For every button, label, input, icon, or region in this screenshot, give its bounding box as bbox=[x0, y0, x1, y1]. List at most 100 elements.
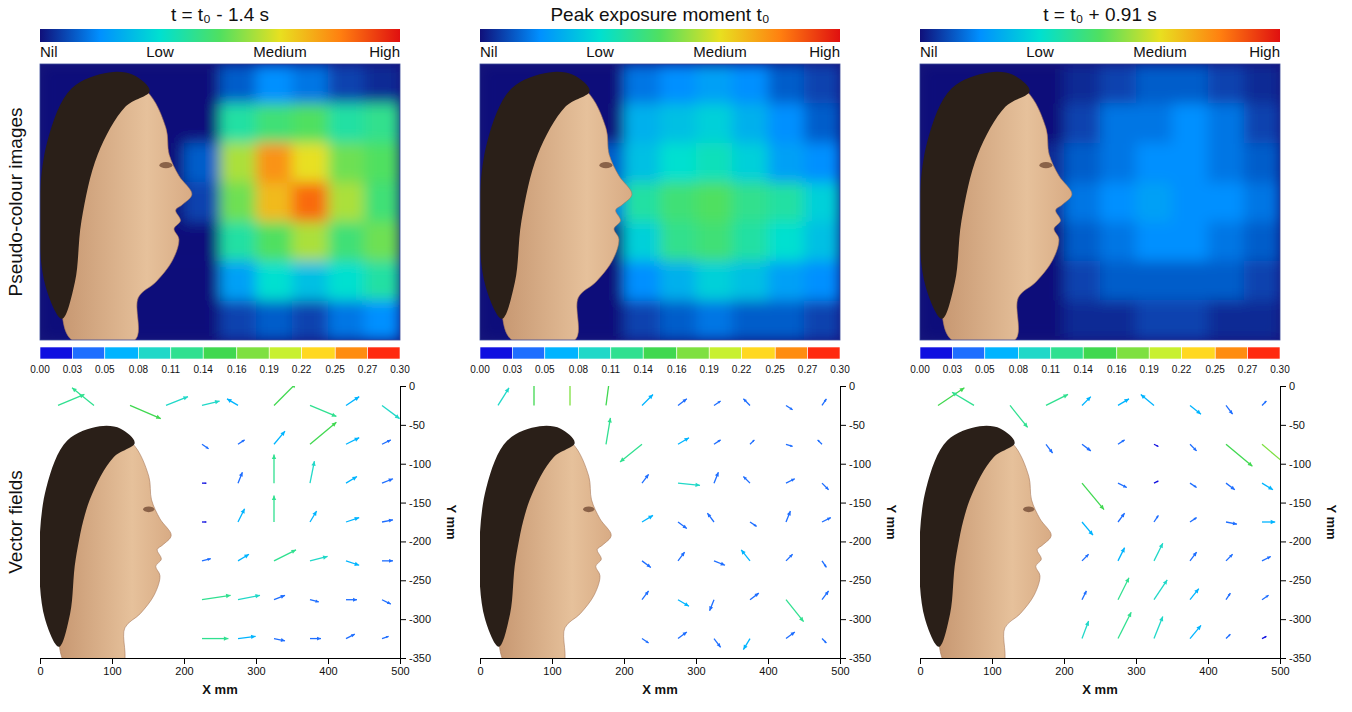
vector-shaft bbox=[822, 483, 829, 490]
vector-head bbox=[818, 440, 820, 442]
vector-head bbox=[354, 397, 359, 401]
tick-label: -150 bbox=[849, 497, 871, 509]
velocity-vector bbox=[382, 600, 391, 604]
colorbar-label: Medium bbox=[253, 43, 306, 60]
heat-cell bbox=[292, 64, 329, 104]
heat-cell bbox=[292, 182, 329, 222]
velocity-vector bbox=[1154, 444, 1158, 446]
colorbar-label: 0.19 bbox=[1139, 364, 1159, 375]
colorbar-segment bbox=[138, 347, 170, 359]
vector-head bbox=[1228, 634, 1230, 636]
velocity-vector bbox=[743, 399, 750, 406]
vector-head bbox=[1049, 449, 1053, 453]
vector-shaft bbox=[202, 444, 209, 448]
vector-head bbox=[952, 392, 957, 396]
vector-head bbox=[280, 595, 285, 599]
tick-mark bbox=[400, 425, 406, 426]
vector-shaft bbox=[678, 632, 687, 639]
vector-shaft bbox=[202, 482, 206, 483]
colorbar-segment bbox=[985, 347, 1019, 359]
pseudo-colour-panel bbox=[920, 64, 1280, 340]
heat-cell bbox=[364, 64, 400, 104]
y-tick: -300 bbox=[840, 613, 871, 625]
vector-shaft bbox=[72, 388, 94, 406]
heat-cell bbox=[364, 143, 400, 183]
heat-cell bbox=[292, 103, 329, 143]
heat-cell bbox=[1208, 182, 1245, 222]
velocity-vector bbox=[58, 394, 84, 405]
velocity-vector bbox=[642, 639, 649, 643]
mannequin-eye bbox=[1023, 506, 1034, 512]
x-tick: 400 bbox=[319, 658, 337, 677]
velocity-vector bbox=[1262, 444, 1280, 468]
vector-shaft bbox=[1118, 399, 1129, 406]
y-tick: -150 bbox=[400, 497, 431, 509]
vector-shaft bbox=[1118, 513, 1125, 522]
vector-shaft bbox=[1082, 397, 1091, 406]
vector-shaft bbox=[1154, 617, 1163, 639]
heat-cell bbox=[768, 143, 805, 183]
vector-head bbox=[1230, 486, 1234, 490]
colorbar-segment bbox=[1083, 347, 1117, 359]
velocity-vector bbox=[1118, 612, 1131, 638]
tick-mark bbox=[1280, 658, 1286, 659]
heat-cell bbox=[1100, 182, 1137, 222]
velocity-vector bbox=[822, 399, 826, 406]
vector-head bbox=[720, 562, 725, 566]
velocity-vector bbox=[750, 593, 759, 600]
colorbar-segment bbox=[545, 347, 579, 359]
heat-cell bbox=[292, 261, 329, 301]
y-tick: -100 bbox=[1280, 458, 1311, 470]
vector-head bbox=[205, 446, 208, 449]
heat-cell bbox=[804, 182, 840, 222]
velocity-vector bbox=[274, 550, 296, 561]
vector-head bbox=[789, 554, 793, 558]
heat-cell bbox=[624, 64, 661, 104]
velocity-vector bbox=[620, 444, 642, 462]
velocity-vector bbox=[1226, 554, 1233, 561]
vector-shaft bbox=[166, 397, 188, 406]
x-tick: 100 bbox=[103, 658, 121, 677]
vector-head bbox=[1156, 481, 1158, 483]
vector-shaft bbox=[786, 632, 795, 639]
vector-shaft bbox=[786, 479, 795, 483]
velocity-vector bbox=[1262, 483, 1273, 490]
velocity-vector bbox=[272, 455, 276, 484]
velocity-vector bbox=[709, 600, 714, 611]
tick-label: 300 bbox=[247, 665, 265, 677]
vector-shaft bbox=[1190, 483, 1197, 487]
vector-head bbox=[291, 550, 296, 554]
vector-shaft bbox=[642, 591, 649, 600]
tick-label: -350 bbox=[849, 652, 871, 664]
colorbar-segment bbox=[1018, 347, 1050, 359]
x-tick: 400 bbox=[759, 658, 777, 677]
vector-shaft bbox=[1154, 515, 1158, 522]
heat-cell bbox=[768, 103, 805, 143]
heat-cell bbox=[220, 182, 257, 222]
pseudo-colour-panel bbox=[480, 64, 840, 340]
vector-head bbox=[646, 564, 650, 568]
velocity-vector bbox=[741, 550, 750, 561]
velocity-vector bbox=[786, 632, 795, 639]
velocity-vector bbox=[642, 561, 651, 568]
tick-mark bbox=[992, 658, 993, 664]
colorbar-label: 0.22 bbox=[292, 364, 312, 375]
y-axis-title: Y mm bbox=[884, 504, 899, 539]
y-tick: -200 bbox=[400, 535, 431, 547]
velocity-vector bbox=[743, 477, 750, 484]
tick-label: -150 bbox=[409, 497, 431, 509]
heat-cell bbox=[1028, 301, 1065, 340]
colorbar-segment bbox=[512, 347, 544, 359]
heat-cell bbox=[184, 301, 221, 340]
vector-head bbox=[352, 477, 357, 481]
heat-cell bbox=[1208, 103, 1245, 143]
heat-cell bbox=[1064, 64, 1101, 104]
velocity-vector bbox=[822, 591, 829, 600]
colorbar-label: 0.03 bbox=[943, 364, 963, 375]
vector-head bbox=[354, 562, 359, 566]
vector-shaft bbox=[741, 550, 750, 561]
heat-cell bbox=[1172, 143, 1209, 183]
tick-label: -250 bbox=[849, 574, 871, 586]
vector-head bbox=[207, 558, 211, 561]
heat-cell bbox=[696, 103, 733, 143]
